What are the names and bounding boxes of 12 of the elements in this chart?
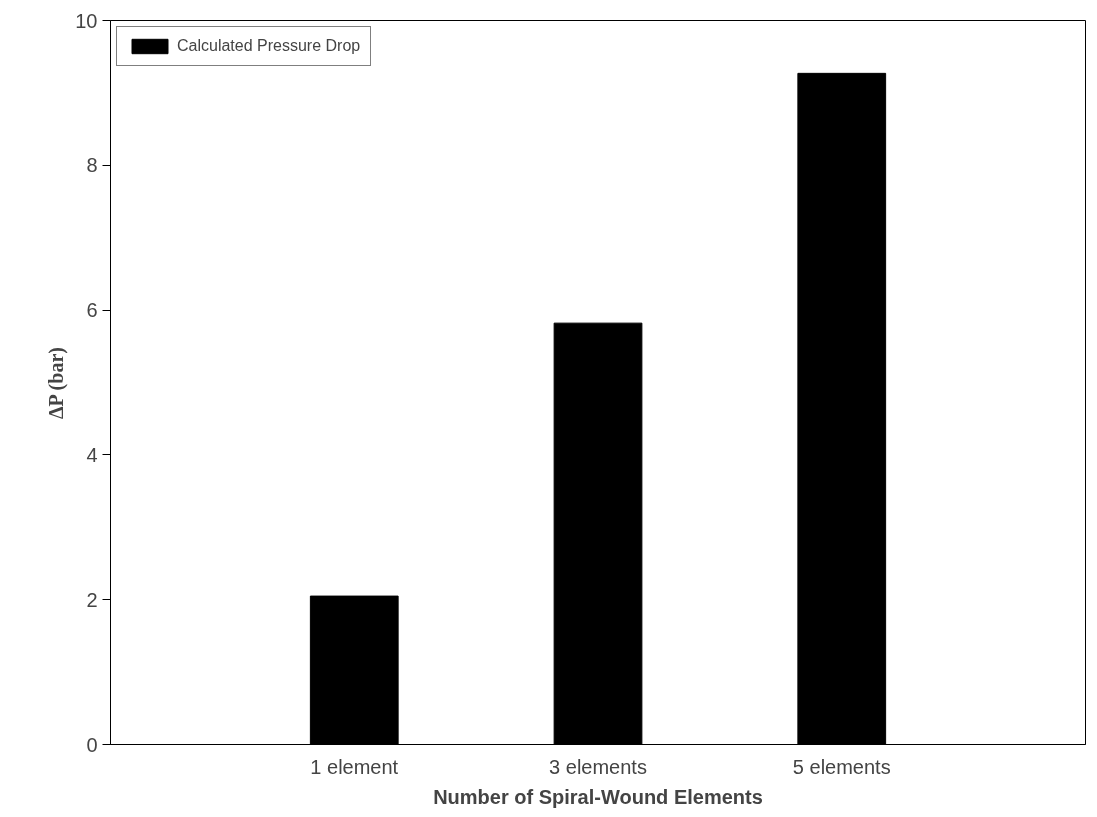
x-tick-label: 3 elements <box>549 755 647 778</box>
y-tick-label: 4 <box>86 443 98 466</box>
y-tick-label: 2 <box>86 588 98 611</box>
y-tick-label: 8 <box>86 154 98 177</box>
legend-label: Calculated Pressure Drop <box>177 37 361 55</box>
y-tick-label: 6 <box>86 299 98 322</box>
x-tick-label: 5 elements <box>792 755 891 778</box>
y-tick-label: 10 <box>75 9 98 32</box>
x-tick-label: 1 element <box>310 755 399 778</box>
x-axis-title: Number of Spiral-Wound Elements <box>433 785 763 808</box>
y-axis-title: ΔP (bar) <box>45 347 69 420</box>
y-tick-label: 0 <box>86 733 98 756</box>
